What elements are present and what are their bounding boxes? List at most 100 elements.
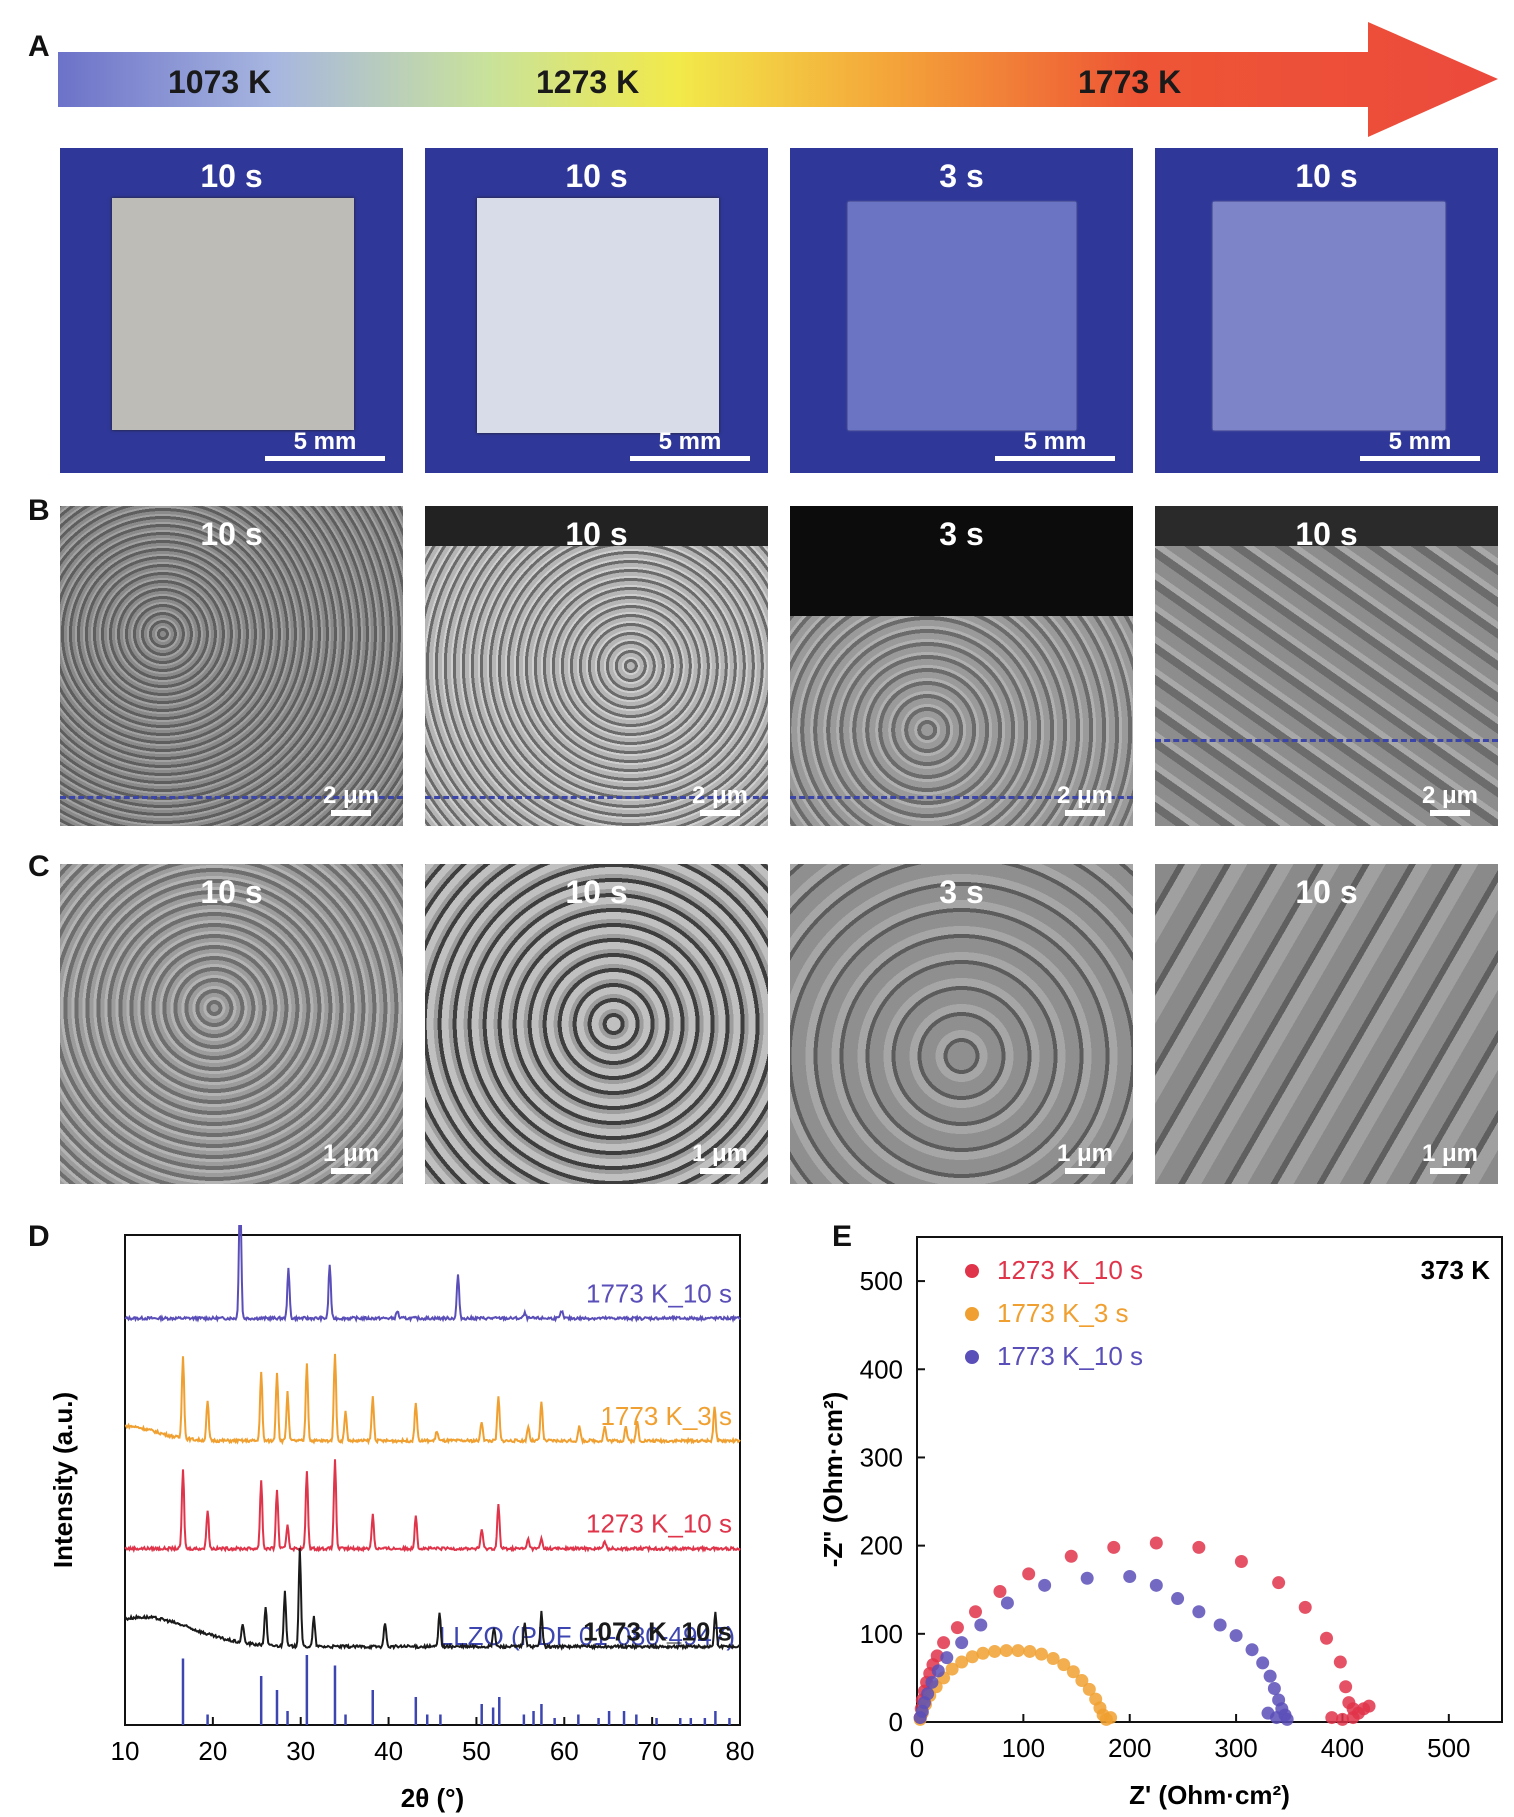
sem-time-label: 3 s <box>939 516 984 552</box>
gradient-arrow-shape <box>58 22 1498 137</box>
panel-label-e: E <box>832 1220 853 1253</box>
scale-bar-label: 5 mm <box>1388 428 1452 455</box>
legend-marker <box>965 1264 979 1278</box>
eis-point <box>1333 1655 1347 1669</box>
eis-point <box>1011 1644 1025 1658</box>
x-tick-label: 20 <box>198 1736 227 1766</box>
eis-point <box>988 1644 1002 1658</box>
scale-bar-label: 2 μm <box>1421 782 1479 809</box>
eis-point <box>1046 1652 1060 1666</box>
sem-cross-section-1073k: 10 s 2 μm <box>60 506 403 826</box>
eis-point <box>1075 1674 1089 1688</box>
arrow-label-1073k: 1073 K <box>168 64 272 100</box>
scale-bar-label: 2 μm <box>1056 782 1114 809</box>
scale-bar-line <box>331 810 371 816</box>
eis-point <box>950 1621 964 1635</box>
sem-surface-1273k: 10 s 1 μm <box>425 864 768 1184</box>
arrow-label-1273k: 1273 K <box>536 64 640 100</box>
sample-time-label: 10 s <box>565 158 628 194</box>
legend-marker <box>965 1350 979 1364</box>
eis-point <box>1022 1567 1036 1581</box>
eis-point <box>1082 1682 1096 1696</box>
x-tick-label: 40 <box>374 1736 403 1766</box>
x-tick-label: 70 <box>638 1736 667 1766</box>
x-tick-label: 100 <box>1002 1733 1045 1763</box>
eis-point <box>1267 1681 1281 1695</box>
x-axis-label: Z' (Ohm·cm²) <box>1129 1780 1290 1810</box>
y-tick-label: 300 <box>860 1442 903 1472</box>
scale-bar: 2 μm <box>309 782 393 816</box>
legend-label: 1773 K_10 s <box>997 1341 1143 1371</box>
eis-point <box>1107 1540 1121 1554</box>
eis-point <box>1123 1570 1137 1583</box>
xrd-series-line <box>124 1225 741 1324</box>
scale-bar-line <box>700 1168 740 1174</box>
scale-bar: 5 mm <box>630 428 750 461</box>
eis-point <box>1346 1711 1360 1725</box>
scale-bar-line <box>1430 810 1470 816</box>
eis-point <box>1256 1656 1270 1670</box>
panel-label-d: D <box>28 1220 50 1253</box>
legend-label: 1273 K_10 s <box>997 1255 1143 1285</box>
panel-label-c: C <box>28 850 50 883</box>
x-tick-label: 30 <box>286 1736 315 1766</box>
x-tick-label: 0 <box>910 1733 924 1763</box>
sem-cross-section-1773k-3s: 3 s 2 μm <box>790 506 1133 826</box>
sem-time-label: 10 s <box>1295 874 1358 910</box>
sem-cross-section-1273k: 10 s 2 μm <box>425 506 768 826</box>
scale-bar: 1 μm <box>1408 1140 1492 1174</box>
x-tick-label: 50 <box>462 1736 491 1766</box>
scale-bar-label: 5 mm <box>1023 428 1087 455</box>
sem-time-label: 10 s <box>1295 516 1358 552</box>
sample-pellet <box>112 198 354 430</box>
xrd-series-line <box>124 1459 741 1554</box>
y-axis-label: Intensity (a.u.) <box>48 1392 78 1568</box>
scale-bar-line <box>1360 456 1480 461</box>
interface-dashed-line <box>60 796 403 799</box>
eis-point <box>1064 1549 1078 1563</box>
eis-point <box>1038 1578 1052 1592</box>
eis-point <box>1298 1600 1312 1614</box>
eis-point <box>1034 1647 1048 1661</box>
x-tick-label: 400 <box>1321 1733 1364 1763</box>
xrd-series-line <box>124 1548 741 1651</box>
eis-point <box>1339 1680 1353 1694</box>
scale-bar: 1 μm <box>678 1140 762 1174</box>
sem-time-label: 10 s <box>565 874 628 910</box>
legend-marker <box>965 1307 979 1321</box>
x-tick-label: 10 <box>111 1736 140 1766</box>
eis-point <box>945 1662 959 1676</box>
scale-bar-label: 5 mm <box>293 428 357 455</box>
sem-cross-section-1773k-10s: 10 s 2 μm <box>1155 506 1498 826</box>
x-tick-label: 80 <box>726 1736 755 1766</box>
eis-point <box>1245 1643 1259 1657</box>
eis-point <box>965 1650 979 1664</box>
xrd-series-label: 1073 K_10 s <box>583 1616 732 1646</box>
scale-bar: 1 μm <box>1043 1140 1127 1174</box>
arrow-label-1773k: 1773 K <box>1078 64 1182 100</box>
eis-point <box>1149 1536 1163 1550</box>
sample-pellet <box>477 198 719 433</box>
scale-bar: 5 mm <box>995 428 1115 461</box>
eis-point <box>999 1644 1013 1658</box>
eis-point <box>1080 1571 1094 1585</box>
eis-point <box>1066 1665 1080 1679</box>
eis-point <box>1229 1629 1243 1643</box>
chart-title: 373 K <box>1421 1255 1491 1285</box>
scale-bar-label: 2 μm <box>691 782 749 809</box>
scale-bar-line <box>630 456 750 461</box>
scale-bar-label: 5 mm <box>658 428 722 455</box>
eis-point <box>974 1618 988 1632</box>
sample-time-label: 3 s <box>939 158 984 194</box>
sample-photo-1273k: 10 s 5 mm <box>425 148 768 473</box>
panel-label-b: B <box>28 494 50 527</box>
scale-bar-label: 1 μm <box>1056 1140 1114 1167</box>
y-tick-label: 500 <box>860 1266 903 1296</box>
scale-bar-label: 2 μm <box>322 782 380 809</box>
sample-photo-1773k-10s: 10 s 5 mm <box>1155 148 1498 473</box>
scale-bar-line <box>700 810 740 816</box>
eis-point <box>969 1605 982 1619</box>
scale-bar-line <box>1430 1168 1470 1174</box>
eis-point <box>1272 1576 1286 1590</box>
y-tick-label: 0 <box>889 1707 903 1737</box>
